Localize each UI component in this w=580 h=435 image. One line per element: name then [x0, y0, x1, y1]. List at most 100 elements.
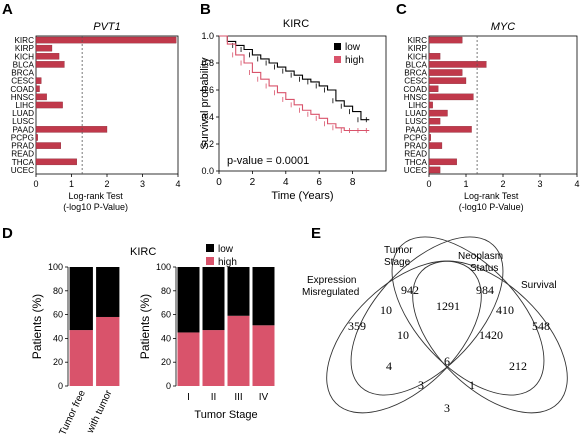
myc-xtick-label: 4: [574, 179, 579, 189]
status-bar-high: [69, 330, 93, 386]
stage-category-label: II: [211, 392, 217, 403]
venn-count-expr-neoplasm: 4: [386, 359, 392, 373]
myc-title: MYC: [491, 21, 516, 33]
pvt1-bar: [35, 101, 63, 109]
pvt1-bar: [35, 134, 38, 141]
pvt1-bar: [35, 44, 53, 52]
pvt1-bar: [35, 158, 77, 166]
myc-bar: [428, 36, 463, 44]
stage-bar-high: [227, 315, 250, 386]
myc-category-label: THCA: [405, 158, 428, 167]
myc-bar: [428, 142, 443, 149]
venn-count-neoplasm-only: 984: [476, 283, 494, 297]
km-xtick-label: 6: [316, 177, 322, 188]
stage-bar-low: [177, 267, 200, 333]
pvt1-category-label: BRCA: [11, 69, 34, 78]
venn-label-tumor-l2: Stage: [384, 257, 411, 268]
myc-bar: [428, 109, 448, 117]
pvt1-xtick-label: 4: [175, 179, 180, 189]
status-bar-low: [96, 267, 120, 317]
myc-category-label: PCPG: [404, 133, 427, 142]
km-curve-high: [219, 35, 370, 132]
myc-bar: [428, 61, 487, 68]
pvt1-category-label: COAD: [10, 85, 34, 94]
stage-ylabel: Patients (%): [138, 294, 152, 359]
km-ylabel: Survival probability: [199, 57, 211, 150]
km-legend-high-swatch: [334, 56, 341, 63]
venn-count-expr-tumor: 10: [380, 303, 392, 317]
panel-letter-d: D: [2, 225, 13, 242]
km-xtick-label: 4: [283, 177, 289, 188]
pvt1-bar: [35, 126, 108, 133]
venn-count-survival-only: 548: [532, 319, 550, 333]
myc-bar: [428, 77, 467, 84]
stage-ytick-label: 20: [161, 357, 171, 367]
km-xtick-label: 0: [216, 177, 222, 188]
venn-label-tumor-l1: Tumor: [384, 245, 413, 256]
myc-category-label: KICH: [407, 52, 427, 61]
km-curve-low: [219, 35, 370, 121]
pvt1-category-label: THCA: [12, 158, 35, 167]
status-category-label: with tumor: [85, 388, 115, 435]
pvt1-xtick-label: 1: [69, 179, 74, 189]
stage-category-label: I: [187, 392, 190, 403]
venn-label-survival: Survival: [521, 280, 557, 291]
status-ytick-label: 100: [48, 262, 63, 272]
stage-ytick-label: 80: [161, 286, 171, 296]
myc-bar: [428, 118, 441, 125]
venn-count-expr-survival: 3: [444, 401, 450, 415]
km-frame: [218, 35, 387, 172]
venn-count-expr-only: 359: [348, 319, 366, 333]
panel-d-title: KIRC: [130, 246, 156, 258]
stage-ytick-label: 100: [156, 262, 171, 272]
stage-bar-low: [202, 267, 225, 331]
status-ylabel: Patients (%): [30, 294, 44, 359]
pvt1-title: PVT1: [93, 21, 121, 33]
chart-panel-a: PVT1 KIRCKIRPKICHBLCABRCACESCCOADHNSCLIHC…: [10, 21, 180, 212]
status-category-label: Tumor free: [57, 388, 88, 435]
myc-xtick-label: 1: [463, 179, 468, 189]
km-ytick-label: 0.2: [201, 139, 214, 149]
myc-bar: [428, 85, 439, 92]
myc-xtick-label: 0: [426, 179, 431, 189]
km-ytick-label: 1.0: [201, 31, 214, 41]
venn-label-neoplasm-l1: Neoplasm: [458, 251, 503, 262]
km-title: KIRC: [283, 18, 309, 30]
panel-letter-a: A: [2, 1, 13, 18]
km-xtick-label: 2: [250, 177, 256, 188]
venn-count-tumor-neoplasm-survival: 1420: [479, 328, 503, 342]
venn-count-tumor-neoplasm: 1291: [436, 299, 460, 313]
stage-bar-high: [202, 330, 225, 386]
myc-bar: [428, 101, 433, 109]
chart-panel-c: MYCKIRCKIRPKICHBLCABRCACESCCOADHNSCLIHCL…: [403, 21, 579, 212]
legend-low-swatch: [206, 244, 214, 252]
stage-xlabel: Tumor Stage: [194, 409, 257, 421]
myc-category-label: KIRP: [408, 44, 428, 53]
stage-category-label: III: [234, 392, 242, 403]
km-pvalue: p-value = 0.0001: [227, 155, 309, 167]
legend-high-swatch: [206, 257, 214, 265]
pvt1-bar: [35, 93, 47, 101]
pvt1-bar: [35, 36, 177, 44]
legend-high-label: high: [218, 257, 237, 268]
pvt1-xtick-label: 2: [104, 179, 109, 189]
stage-bar-high: [252, 325, 275, 386]
km-ytick-label: 0.8: [201, 58, 214, 68]
status-ytick-label: 20: [53, 357, 63, 367]
myc-xlabel: Log-rank Test: [464, 191, 519, 201]
km-ytick-label: 0.6: [201, 85, 214, 95]
myc-xlabel: (-log10 P-Value): [459, 202, 524, 212]
myc-category-label: READ: [404, 150, 427, 159]
venn-count-expr-tumor-neoplasm: 10: [397, 328, 409, 342]
myc-bar: [428, 69, 463, 76]
panel-letter-c: C: [396, 1, 407, 18]
pvt1-category-label: LUAD: [12, 109, 34, 118]
myc-bar: [428, 53, 441, 60]
pvt1-category-label: HNSC: [11, 93, 34, 102]
myc-category-label: BRCA: [404, 69, 427, 78]
venn-count-tumor-only: 942: [401, 283, 419, 297]
venn-count-expr-tumor-survival: 1: [469, 378, 475, 392]
myc-bar: [428, 126, 472, 133]
